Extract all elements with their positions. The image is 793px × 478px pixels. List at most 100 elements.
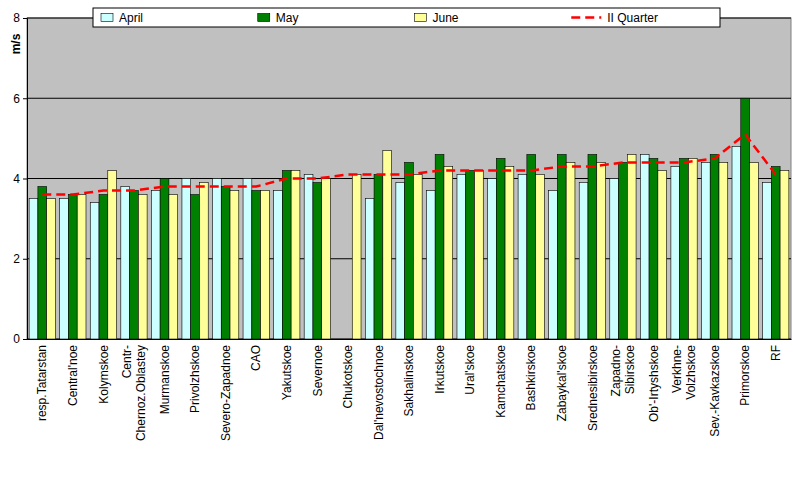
bar bbox=[488, 179, 497, 340]
bar bbox=[750, 162, 759, 339]
tick-label: Ural'skoe bbox=[463, 345, 477, 395]
tick: RF bbox=[769, 345, 783, 361]
tick-label: RF bbox=[769, 345, 783, 361]
bar bbox=[29, 199, 38, 339]
bar bbox=[160, 179, 169, 340]
bar bbox=[732, 146, 741, 339]
plot-area bbox=[27, 18, 791, 339]
tick-label: Bashkirskoe bbox=[524, 345, 538, 411]
bar bbox=[352, 174, 361, 339]
legend-label: April bbox=[119, 11, 143, 25]
chart: 02468resp.TatarstanCentral'noeKolymskoeC… bbox=[0, 0, 793, 478]
tick-label: Severnoe bbox=[311, 345, 325, 397]
tick-mark bbox=[23, 339, 27, 340]
bar bbox=[527, 154, 536, 339]
bar bbox=[68, 195, 77, 339]
tick: Ob'-Irtyshskoe bbox=[647, 345, 661, 422]
tick-label: Centr-Chernoz.Oblastey bbox=[120, 345, 148, 441]
bar bbox=[518, 174, 527, 339]
bar bbox=[457, 174, 466, 339]
bar bbox=[435, 154, 444, 339]
legend-swatch bbox=[258, 14, 270, 22]
bar bbox=[77, 195, 86, 339]
tick-label: Kamchatskoe bbox=[494, 345, 508, 418]
bar bbox=[780, 170, 789, 339]
bar bbox=[313, 183, 322, 339]
tick-label: 6 bbox=[13, 92, 20, 106]
bar bbox=[212, 179, 221, 340]
bar bbox=[243, 179, 252, 340]
tick: resp.Tatarstan bbox=[35, 345, 49, 421]
legend: AprilMayJuneII Quarter bbox=[93, 8, 720, 27]
tick: 4 bbox=[13, 172, 27, 186]
tick: Bashkirskoe bbox=[524, 345, 538, 411]
tick: Privolzhskoe bbox=[188, 345, 202, 413]
tick: Ural'skoe bbox=[463, 345, 477, 395]
bar bbox=[261, 191, 270, 339]
legend-swatch bbox=[101, 14, 113, 22]
bar bbox=[252, 191, 261, 339]
tick: Verkhne-Volzhskoe bbox=[670, 345, 698, 400]
legend-box bbox=[93, 8, 720, 27]
tick: Sakhalinskoe bbox=[402, 345, 416, 417]
bar bbox=[322, 179, 331, 340]
bar bbox=[60, 199, 69, 339]
bar bbox=[413, 174, 422, 339]
bar bbox=[374, 174, 383, 339]
bar bbox=[466, 170, 475, 339]
bar bbox=[671, 166, 680, 339]
bar bbox=[444, 166, 453, 339]
bar bbox=[536, 174, 545, 339]
legend-swatch bbox=[571, 16, 601, 19]
tick-label: Chukotskoe bbox=[341, 345, 355, 409]
grid bbox=[27, 18, 791, 339]
tick-label: Severo-Zapadnoe bbox=[219, 345, 233, 441]
bar bbox=[627, 154, 636, 339]
y-axis: 02468 bbox=[13, 11, 27, 346]
tick: Zabaykal'skoe bbox=[555, 345, 569, 422]
bar bbox=[505, 166, 514, 339]
tick-label: Murmanskoe bbox=[158, 345, 172, 415]
tick-label: Verkhne-Volzhskoe bbox=[670, 345, 698, 400]
bar bbox=[763, 183, 772, 339]
axis-line bbox=[28, 339, 792, 340]
bar bbox=[640, 154, 649, 339]
bar bbox=[282, 170, 291, 339]
bar bbox=[680, 158, 689, 339]
bar bbox=[221, 187, 230, 339]
tick: Central'noe bbox=[66, 345, 80, 406]
tick: Centr-Chernoz.Oblastey bbox=[120, 345, 148, 441]
tick: 2 bbox=[13, 252, 27, 266]
bar bbox=[365, 199, 374, 339]
tick: Srednesibirskoe bbox=[586, 345, 600, 431]
legend-label: May bbox=[276, 11, 299, 25]
bar bbox=[710, 154, 719, 339]
tick-label: Ob'-Irtyshskoe bbox=[647, 345, 661, 422]
bar bbox=[304, 174, 313, 339]
bar bbox=[274, 191, 283, 339]
tick: 8 bbox=[13, 11, 27, 25]
tick-label: Yakutskoe bbox=[280, 345, 294, 400]
bar bbox=[182, 179, 191, 340]
tick: Yakutskoe bbox=[280, 345, 294, 400]
tick: Kamchatskoe bbox=[494, 345, 508, 418]
tick-label: 8 bbox=[13, 11, 20, 25]
tick: 6 bbox=[13, 92, 27, 106]
bar bbox=[771, 166, 780, 339]
grid-line bbox=[27, 98, 791, 99]
axis-title: m/s bbox=[9, 33, 23, 54]
bar bbox=[38, 187, 47, 339]
tick: Severnoe bbox=[311, 345, 325, 397]
bar bbox=[291, 170, 300, 339]
tick-mark bbox=[23, 179, 27, 180]
bar bbox=[649, 158, 658, 339]
bar bbox=[108, 170, 117, 339]
bar bbox=[566, 162, 575, 339]
tick-label: Zabaykal'skoe bbox=[555, 345, 569, 422]
tick: Dal'nevostochnoe bbox=[372, 345, 386, 440]
bar bbox=[199, 183, 208, 339]
bar bbox=[588, 154, 597, 339]
bar bbox=[688, 158, 697, 339]
tick-label: Zapadno-Sibirskoe bbox=[609, 345, 637, 397]
bar bbox=[475, 170, 484, 339]
